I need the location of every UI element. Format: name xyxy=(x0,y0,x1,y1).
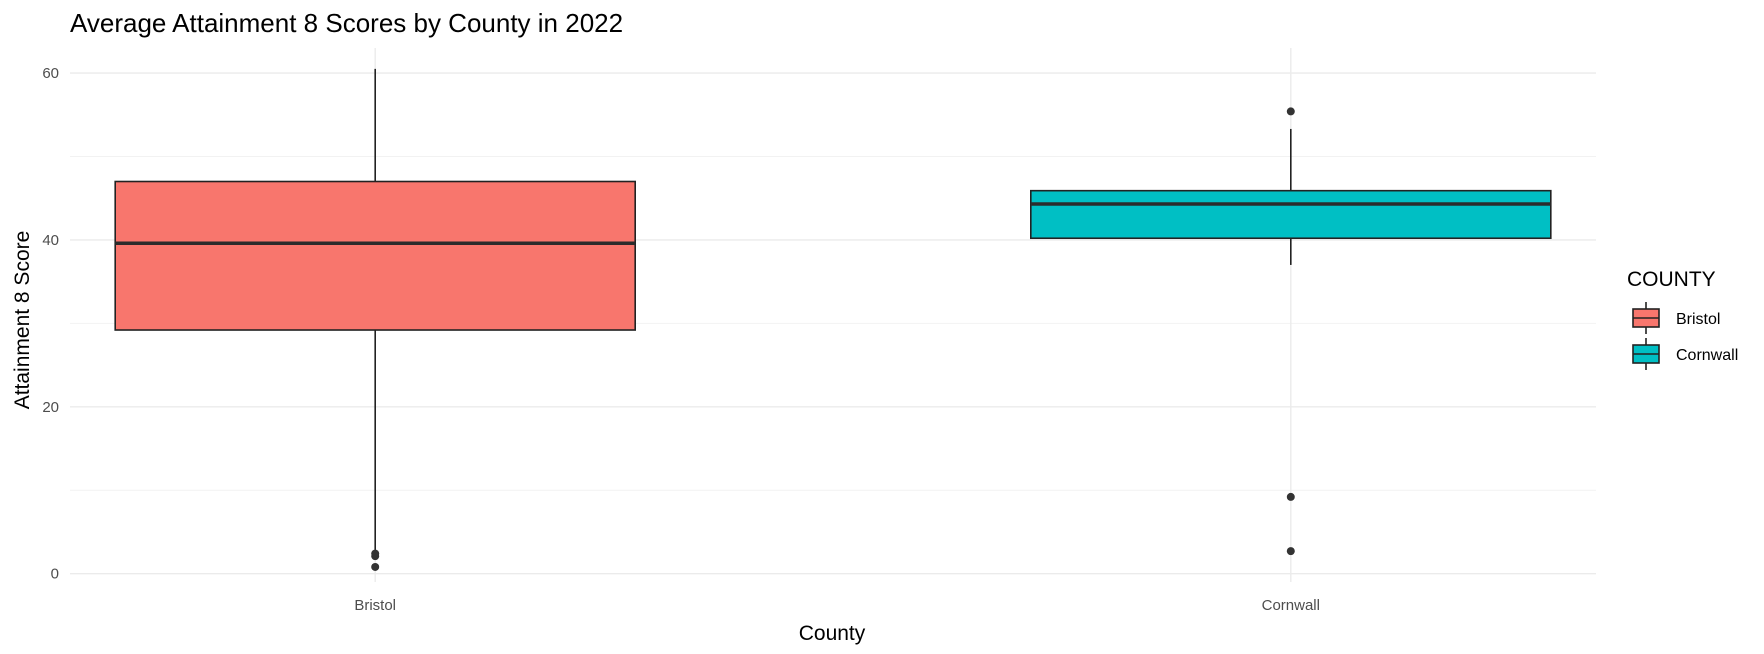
box-body xyxy=(114,180,636,331)
outlier-point xyxy=(371,562,380,571)
legend-label: Cornwall xyxy=(1676,347,1738,364)
legend: COUNTY Bristol Cornwall xyxy=(1627,268,1738,370)
outlier-point xyxy=(1286,492,1295,501)
y-tick-label: 0 xyxy=(51,566,59,583)
chart-title: Average Attainment 8 Scores by County in… xyxy=(70,8,623,38)
y-tick-label: 20 xyxy=(42,399,59,416)
outlier-point xyxy=(1286,107,1295,116)
legend-item-cornwall: Cornwall xyxy=(1632,338,1738,370)
box-series xyxy=(114,68,1552,571)
y-tick-label: 40 xyxy=(42,232,59,249)
x-axis-title: County xyxy=(799,622,866,645)
y-axis-tick-labels: 0 20 40 60 xyxy=(42,65,59,583)
y-tick-label: 60 xyxy=(42,65,59,82)
box-bristol xyxy=(114,68,636,571)
legend-title: COUNTY xyxy=(1627,268,1716,291)
x-tick-label: Bristol xyxy=(354,597,396,614)
legend-item-bristol: Bristol xyxy=(1632,302,1720,334)
box-body xyxy=(1030,189,1552,240)
x-axis-tick-labels: Bristol Cornwall xyxy=(354,597,1320,614)
outlier-point xyxy=(1286,547,1295,556)
box-cornwall xyxy=(1030,107,1552,556)
x-tick-label: Cornwall xyxy=(1262,597,1320,614)
outlier-point xyxy=(371,549,380,558)
legend-label: Bristol xyxy=(1676,311,1720,328)
y-axis-title: Attainment 8 Score xyxy=(11,231,34,410)
